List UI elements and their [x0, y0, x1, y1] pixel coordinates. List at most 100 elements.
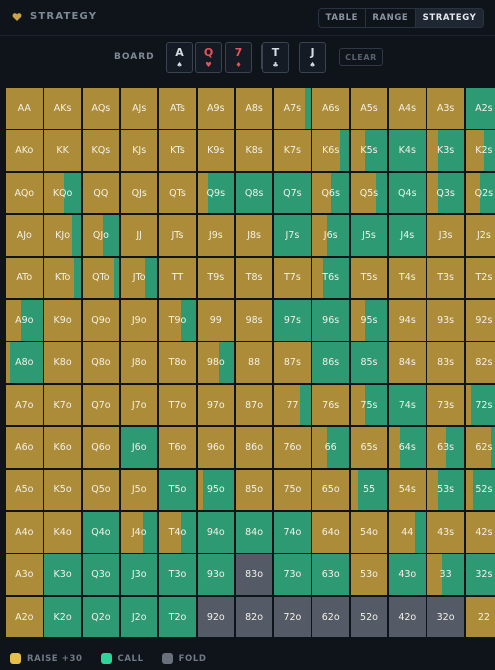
hand-cell-75s[interactable]: 75s [350, 384, 388, 426]
hand-cell-K4o[interactable]: K4o [44, 512, 81, 553]
board-card-flop-3[interactable]: 7 ♦ [225, 42, 252, 73]
hand-cell-JTo[interactable]: JTo [120, 257, 158, 299]
tab-range[interactable]: RANGE [366, 9, 416, 27]
hand-cell-AA[interactable]: AA [6, 88, 43, 129]
hand-cell-T2s[interactable]: T2s [465, 257, 495, 299]
hand-cell-KTs[interactable]: KTs [159, 130, 196, 172]
hand-cell-K3o[interactable]: K3o [44, 554, 81, 596]
hand-cell-98o[interactable]: 98o [197, 342, 235, 384]
hand-cell-64s[interactable]: 64s [389, 427, 426, 468]
hand-cell-A3o[interactable]: A3o [6, 554, 43, 596]
hand-cell-63o[interactable]: 63o [312, 554, 349, 596]
hand-cell-T8s[interactable]: T8s [235, 257, 273, 299]
hand-cell-42o[interactable]: 42o [389, 596, 426, 638]
hand-cell-ATo[interactable]: ATo [6, 257, 43, 299]
hand-cell-Q7s[interactable]: Q7s [274, 172, 311, 214]
hand-cell-T8o[interactable]: T8o [159, 342, 196, 384]
hand-cell-K7o[interactable]: K7o [44, 384, 81, 426]
hand-cell-87o[interactable]: 87o [235, 384, 273, 426]
hand-cell-65s[interactable]: 65s [350, 427, 388, 468]
hand-cell-74o[interactable]: 74o [274, 512, 311, 553]
hand-cell-92s[interactable]: 92s [465, 300, 495, 341]
hand-cell-96s[interactable]: 96s [312, 300, 349, 341]
hand-cell-KQo[interactable]: KQo [44, 172, 81, 214]
hand-cell-K6s[interactable]: K6s [312, 130, 349, 172]
hand-cell-53s[interactable]: 53s [427, 469, 464, 511]
hand-cell-A9o[interactable]: A9o [6, 300, 43, 341]
hand-cell-93s[interactable]: 93s [427, 300, 464, 341]
hand-cell-K6o[interactable]: K6o [44, 427, 81, 468]
hand-cell-T3s[interactable]: T3s [427, 257, 464, 299]
hand-cell-K9s[interactable]: K9s [197, 130, 235, 172]
hand-cell-77[interactable]: 77 [274, 384, 311, 426]
hand-cell-98s[interactable]: 98s [235, 300, 273, 341]
hand-cell-T5o[interactable]: T5o [159, 469, 196, 511]
hand-cell-86o[interactable]: 86o [235, 427, 273, 468]
hand-cell-A6s[interactable]: A6s [312, 88, 349, 129]
hand-cell-Q8s[interactable]: Q8s [235, 172, 273, 214]
hand-cell-T2o[interactable]: T2o [159, 596, 196, 638]
hand-cell-Q5s[interactable]: Q5s [350, 172, 388, 214]
hand-cell-82s[interactable]: 82s [465, 342, 495, 384]
hand-cell-62o[interactable]: 62o [312, 596, 349, 638]
hand-cell-K7s[interactable]: K7s [274, 130, 311, 172]
hand-cell-J8o[interactable]: J8o [120, 342, 158, 384]
hand-cell-92o[interactable]: 92o [197, 596, 235, 638]
hand-cell-JJ[interactable]: JJ [120, 215, 158, 256]
hand-cell-76s[interactable]: 76s [312, 384, 349, 426]
hand-cell-T5s[interactable]: T5s [350, 257, 388, 299]
hand-cell-A7o[interactable]: A7o [6, 384, 43, 426]
hand-cell-87s[interactable]: 87s [274, 342, 311, 384]
hand-cell-K9o[interactable]: K9o [44, 300, 81, 341]
hand-cell-66[interactable]: 66 [312, 427, 349, 468]
hand-cell-83o[interactable]: 83o [235, 554, 273, 596]
hand-cell-J2o[interactable]: J2o [120, 596, 158, 638]
board-card-river[interactable]: J ♠ [299, 42, 326, 73]
hand-cell-J4s[interactable]: J4s [389, 215, 426, 256]
hand-cell-A2o[interactable]: A2o [6, 596, 43, 638]
hand-cell-64o[interactable]: 64o [312, 512, 349, 553]
tab-strategy[interactable]: STRATEGY [415, 9, 483, 27]
hand-cell-JTs[interactable]: JTs [159, 215, 196, 256]
hand-cell-K5s[interactable]: K5s [350, 130, 388, 172]
hand-cell-82o[interactable]: 82o [235, 596, 273, 638]
hand-cell-T4s[interactable]: T4s [389, 257, 426, 299]
hand-cell-A6o[interactable]: A6o [6, 427, 43, 468]
hand-cell-AJo[interactable]: AJo [6, 215, 43, 256]
hand-cell-A2s[interactable]: A2s [465, 88, 495, 129]
hand-cell-AQs[interactable]: AQs [82, 88, 120, 129]
hand-cell-K2o[interactable]: K2o [44, 596, 81, 638]
hand-cell-99[interactable]: 99 [197, 300, 235, 341]
hand-cell-52s[interactable]: 52s [465, 469, 495, 511]
hand-cell-A7s[interactable]: A7s [274, 88, 311, 129]
hand-cell-AKs[interactable]: AKs [44, 88, 81, 129]
hand-cell-97o[interactable]: 97o [197, 384, 235, 426]
hand-cell-K4s[interactable]: K4s [389, 130, 426, 172]
hand-cell-22[interactable]: 22 [465, 596, 495, 638]
hand-cell-T6o[interactable]: T6o [159, 427, 196, 468]
hand-cell-54s[interactable]: 54s [389, 469, 426, 511]
hand-cell-88[interactable]: 88 [235, 342, 273, 384]
hand-cell-43o[interactable]: 43o [389, 554, 426, 596]
hand-cell-AQo[interactable]: AQo [6, 172, 43, 214]
hand-cell-Q9s[interactable]: Q9s [197, 172, 235, 214]
hand-cell-A8s[interactable]: A8s [235, 88, 273, 129]
hand-cell-94s[interactable]: 94s [389, 300, 426, 341]
hand-cell-85o[interactable]: 85o [235, 469, 273, 511]
hand-cell-94o[interactable]: 94o [197, 512, 235, 553]
tab-table[interactable]: TABLE [319, 9, 366, 27]
hand-cell-73o[interactable]: 73o [274, 554, 311, 596]
hand-cell-KTo[interactable]: KTo [44, 257, 81, 299]
clear-board-button[interactable]: CLEAR [339, 48, 383, 66]
hand-cell-93o[interactable]: 93o [197, 554, 235, 596]
hand-cell-85s[interactable]: 85s [350, 342, 388, 384]
hand-cell-J7s[interactable]: J7s [274, 215, 311, 256]
hand-cell-53o[interactable]: 53o [350, 554, 388, 596]
hand-cell-97s[interactable]: 97s [274, 300, 311, 341]
hand-cell-T7s[interactable]: T7s [274, 257, 311, 299]
hand-cell-54o[interactable]: 54o [350, 512, 388, 553]
hand-cell-K3s[interactable]: K3s [427, 130, 464, 172]
hand-cell-A4o[interactable]: A4o [6, 512, 43, 553]
board-card-turn[interactable]: T ♣ [262, 42, 289, 73]
hand-cell-73s[interactable]: 73s [427, 384, 464, 426]
